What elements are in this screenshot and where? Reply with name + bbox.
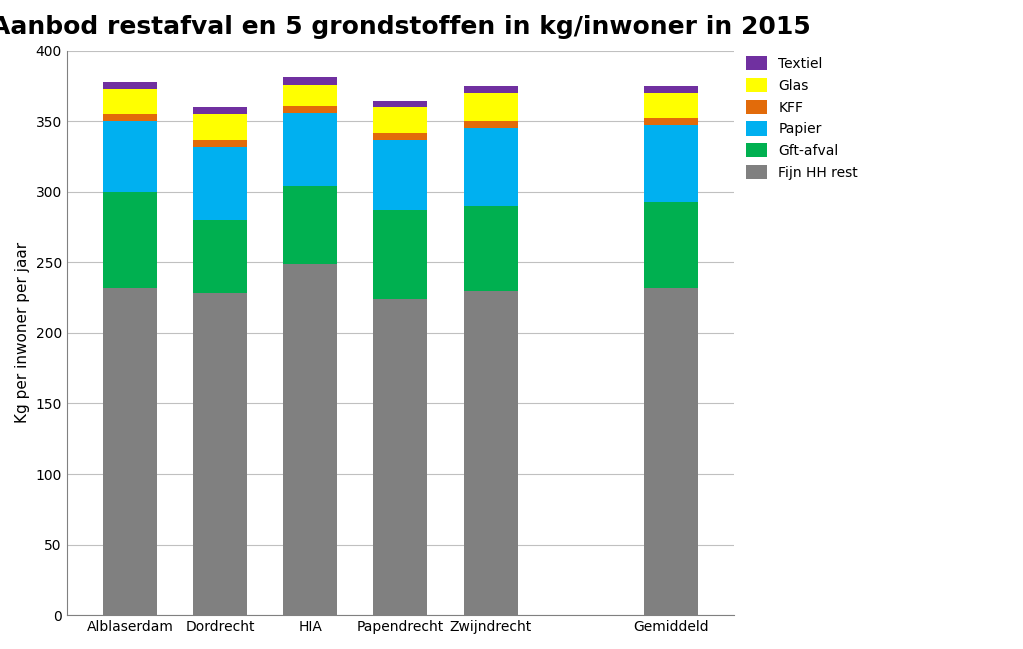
- Bar: [463, 93, 518, 121]
- Bar: [643, 202, 698, 288]
- Bar: [103, 192, 157, 288]
- Bar: [193, 140, 248, 147]
- Y-axis label: Kg per inwoner per jaar: Kg per inwoner per jaar: [15, 242, 30, 423]
- Bar: [463, 121, 518, 129]
- Bar: [103, 288, 157, 615]
- Bar: [643, 86, 698, 93]
- Bar: [283, 84, 338, 106]
- Bar: [193, 114, 248, 140]
- Bar: [103, 121, 157, 192]
- Bar: [283, 77, 338, 84]
- Bar: [373, 107, 428, 132]
- Bar: [193, 293, 248, 615]
- Bar: [193, 220, 248, 293]
- Bar: [373, 210, 428, 299]
- Bar: [283, 113, 338, 186]
- Bar: [193, 147, 248, 220]
- Bar: [373, 132, 428, 140]
- Title: Aanbod restafval en 5 grondstoffen in kg/inwoner in 2015: Aanbod restafval en 5 grondstoffen in kg…: [0, 15, 810, 39]
- Bar: [463, 129, 518, 206]
- Bar: [193, 107, 248, 114]
- Bar: [283, 263, 338, 615]
- Bar: [463, 206, 518, 291]
- Bar: [643, 118, 698, 125]
- Legend: Textiel, Glas, KFF, Papier, Gft-afval, Fijn HH rest: Textiel, Glas, KFF, Papier, Gft-afval, F…: [741, 51, 863, 186]
- Bar: [463, 86, 518, 93]
- Bar: [103, 114, 157, 121]
- Bar: [373, 299, 428, 615]
- Bar: [643, 125, 698, 202]
- Bar: [373, 101, 428, 107]
- Bar: [643, 288, 698, 615]
- Bar: [643, 93, 698, 118]
- Bar: [463, 291, 518, 615]
- Bar: [283, 186, 338, 263]
- Bar: [283, 106, 338, 113]
- Bar: [103, 89, 157, 114]
- Bar: [373, 140, 428, 210]
- Bar: [103, 82, 157, 89]
